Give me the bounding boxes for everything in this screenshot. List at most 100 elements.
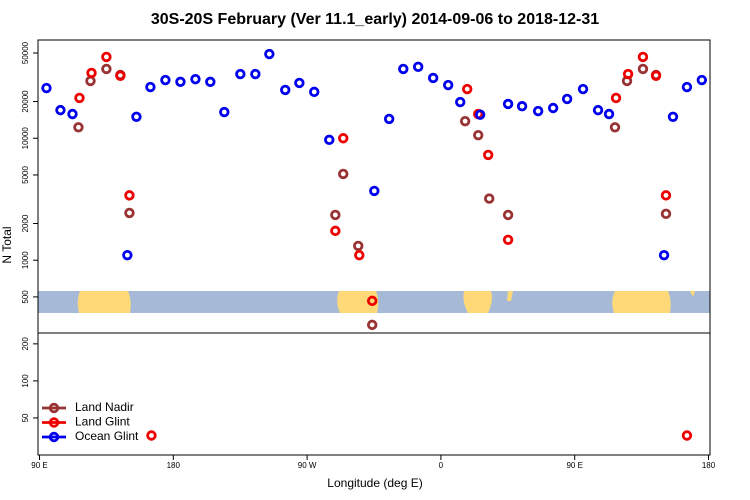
- data-point: [637, 63, 649, 75]
- data-point: [219, 106, 230, 118]
- data-point: [41, 82, 52, 94]
- map-strip: [38, 291, 710, 313]
- data-point: [502, 98, 514, 110]
- data-point: [101, 51, 112, 63]
- data-point: [474, 109, 486, 120]
- data-point: [367, 295, 378, 307]
- y-tick-label: 50000: [21, 41, 30, 64]
- data-point: [561, 93, 573, 105]
- y-tick-label: 50: [21, 413, 30, 422]
- data-point: [369, 185, 380, 197]
- legend-label: Ocean Glint: [75, 429, 139, 443]
- data-point: [367, 319, 378, 331]
- data-point: [610, 92, 622, 104]
- data-point: [609, 122, 621, 133]
- data-point: [484, 193, 495, 204]
- x-tick-label: 90 E: [31, 461, 47, 470]
- data-point: [146, 430, 157, 441]
- data-point: [681, 430, 693, 441]
- plot-frame: [37, 39, 711, 456]
- data-point: [55, 104, 66, 116]
- data-point: [516, 101, 528, 112]
- data-point: [131, 111, 142, 122]
- data-point: [577, 83, 589, 95]
- data-point: [502, 234, 514, 245]
- data-point: [294, 77, 305, 89]
- legend-marker: [48, 417, 60, 428]
- data-point: [160, 74, 171, 86]
- y-tick-label: 100: [21, 374, 30, 388]
- chart-title: 30S-20S February (Ver 11.1_early) 2014-0…: [151, 11, 599, 28]
- data-point: [205, 76, 216, 88]
- data-point: [67, 108, 78, 120]
- data-point: [502, 209, 514, 221]
- legend-marker: [48, 402, 60, 414]
- y-tick-label: 20000: [21, 90, 30, 113]
- data-point: [309, 86, 320, 98]
- x-axis-label: Longitude (deg E): [327, 476, 422, 490]
- data-point: [462, 83, 473, 95]
- data-point: [338, 168, 349, 180]
- data-point: [280, 84, 291, 96]
- data-point: [101, 63, 112, 75]
- data-point: [353, 240, 364, 252]
- data-point: [354, 249, 365, 261]
- x-tick-label: 180: [167, 461, 181, 470]
- data-point: [124, 190, 135, 201]
- data-point: [235, 68, 246, 80]
- data-point: [427, 72, 439, 84]
- data-point: [650, 70, 662, 82]
- data-point: [330, 225, 341, 237]
- data-point: [86, 67, 97, 79]
- data-point: [383, 113, 395, 125]
- data-point: [73, 122, 84, 133]
- y-tick-label: 200: [21, 337, 30, 351]
- data-point: [696, 74, 708, 86]
- y-tick-label: 10000: [21, 127, 30, 150]
- data-point: [482, 149, 494, 161]
- data-point: [412, 61, 424, 73]
- x-tick-label: 90 E: [566, 461, 582, 470]
- legend-marker: [48, 431, 60, 443]
- data-point: [603, 108, 615, 120]
- y-axis-label: N Total: [0, 226, 14, 263]
- data-point: [85, 75, 96, 87]
- data-point: [547, 102, 559, 114]
- y-tick-label: 500: [21, 290, 30, 304]
- legend-label: Land Glint: [75, 415, 130, 429]
- data-point: [324, 134, 335, 146]
- data-point: [459, 115, 471, 127]
- data-point: [532, 105, 544, 117]
- data-point: [264, 48, 275, 60]
- data-point: [124, 207, 135, 219]
- data-point: [330, 209, 341, 221]
- data-point: [455, 96, 466, 108]
- data-point: [122, 249, 133, 261]
- data-point: [592, 104, 604, 116]
- y-tick-label: 2000: [21, 214, 30, 232]
- data-point: [190, 73, 201, 85]
- data-point: [660, 190, 672, 201]
- data-point: [74, 92, 85, 104]
- data-point: [637, 51, 649, 63]
- data-point: [338, 133, 349, 144]
- x-tick-label: 180: [702, 461, 716, 470]
- y-tick-label: 5000: [21, 166, 30, 184]
- x-tick-label: 90 W: [298, 461, 317, 470]
- legend-label: Land Nadir: [75, 400, 134, 414]
- data-point: [115, 70, 126, 82]
- y-tick-label: 1000: [21, 251, 30, 269]
- data-point: [667, 111, 679, 122]
- data-point: [681, 81, 693, 93]
- data-point: [660, 208, 672, 220]
- data-point: [250, 68, 261, 80]
- x-tick-label: 0: [439, 461, 444, 470]
- data-point: [622, 68, 634, 80]
- data-point: [442, 79, 454, 91]
- data-point: [398, 63, 409, 75]
- data-point: [658, 249, 670, 261]
- data-point: [473, 129, 484, 141]
- data-point: [145, 81, 156, 93]
- data-point: [175, 76, 186, 88]
